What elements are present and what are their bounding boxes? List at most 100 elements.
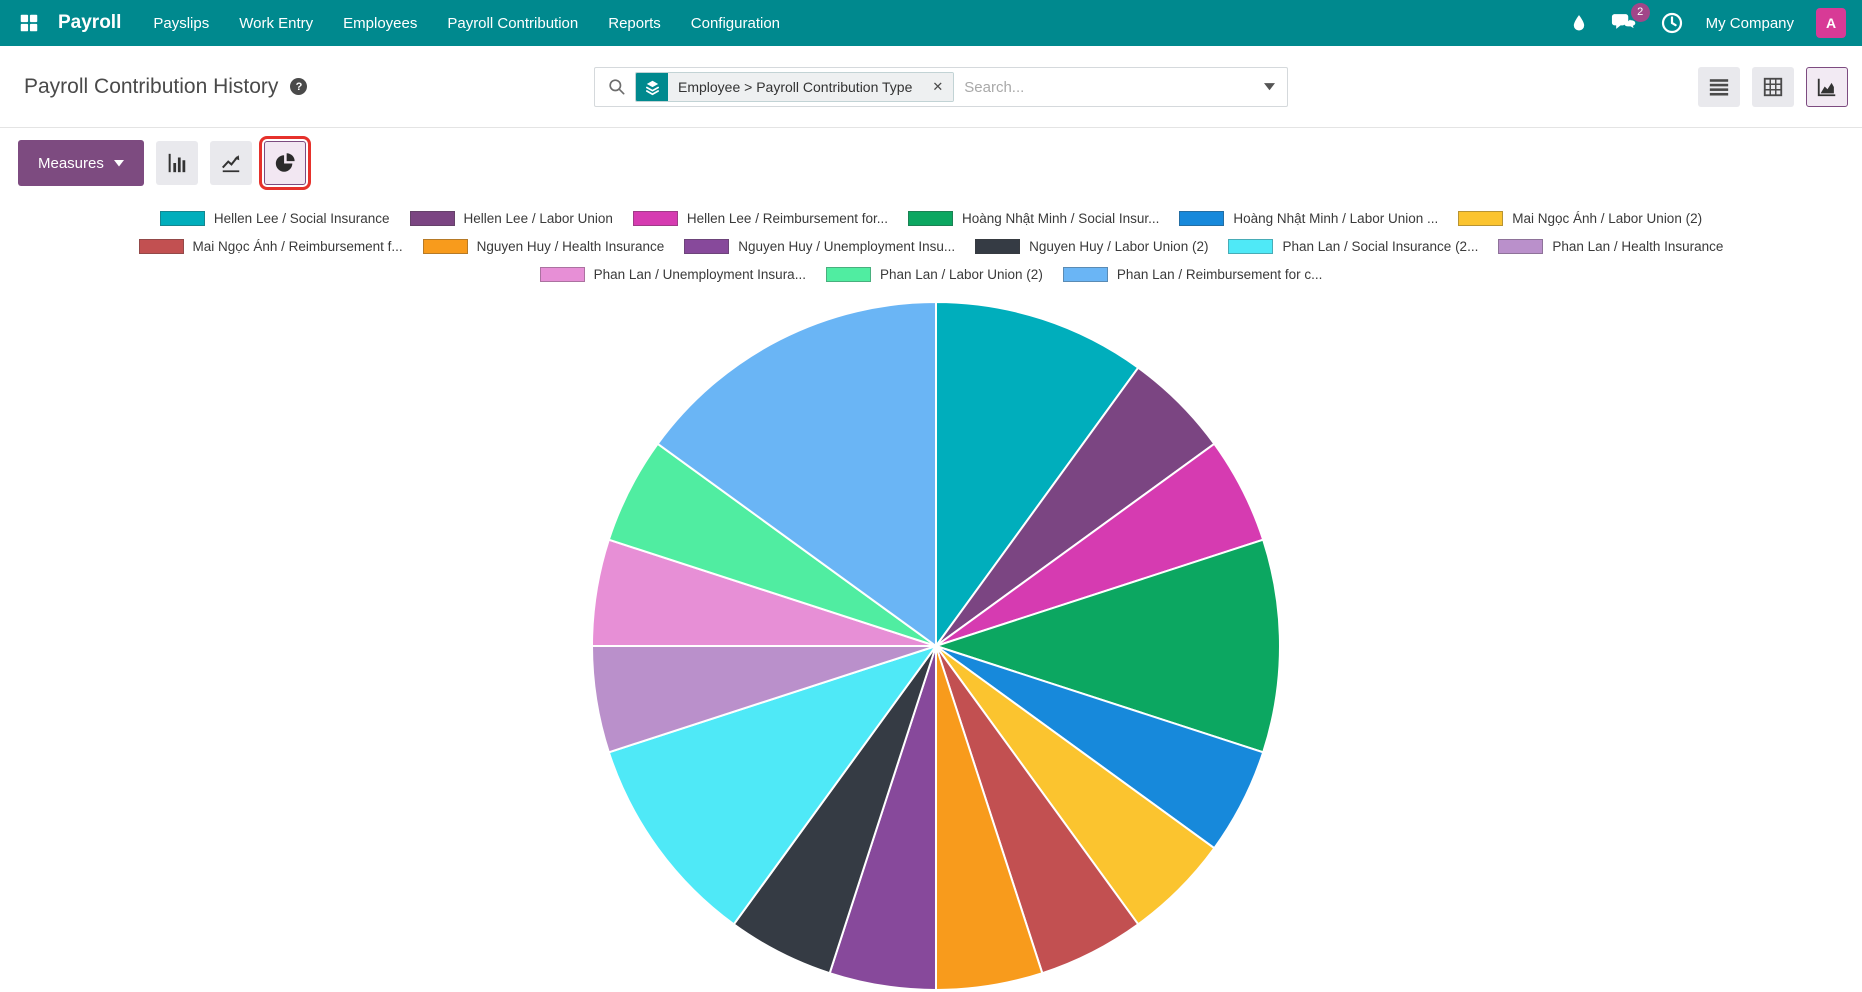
legend-item-nguyen-huy-unemployment-insu[interactable]: Nguyen Huy / Unemployment Insu...	[684, 239, 955, 254]
legend-label: Hoàng Nhật Minh / Social Insur...	[962, 211, 1160, 226]
legend-label: Nguyen Huy / Health Insurance	[476, 239, 665, 254]
legend-item-hellen-lee-social-insurance[interactable]: Hellen Lee / Social Insurance	[159, 211, 390, 226]
legend-item-mai-ng-c-nh-reimbursement-f[interactable]: Mai Ngọc Ánh / Reimbursement f...	[138, 239, 403, 254]
search-dropdown-toggle[interactable]	[1251, 68, 1287, 106]
legend-item-nguyen-huy-health-insurance[interactable]: Nguyen Huy / Health Insurance	[422, 239, 665, 254]
legend-swatch	[1179, 211, 1225, 226]
search-icon	[607, 77, 627, 97]
legend-item-phan-lan-labor-union-2[interactable]: Phan Lan / Labor Union (2)	[825, 267, 1043, 282]
legend-swatch	[908, 211, 953, 226]
legend-item-ho-ng-nh-t-minh-social-insur[interactable]: Hoàng Nhật Minh / Social Insur...	[908, 211, 1159, 226]
pie-slice-phan-lan-social-insurance-2[interactable]	[607, 645, 937, 926]
legend-label: Hoàng Nhật Minh / Labor Union ...	[1233, 211, 1439, 226]
nav-menu: Payslips Work Entry Employees Payroll Contr…	[153, 15, 780, 32]
legend-item-hellen-lee-labor-union[interactable]: Hellen Lee / Labor Union	[409, 211, 613, 226]
legend-row: Mai Ngọc Ánh / Reimbursement f... Nguyen …	[0, 235, 1862, 258]
chat-bubbles-icon	[1611, 13, 1637, 31]
legend-label: Nguyen Huy / Labor Union (2)	[1029, 239, 1209, 254]
app-brand[interactable]: Payroll	[58, 12, 122, 33]
legend-item-phan-lan-health-insurance[interactable]: Phan Lan / Health Insurance	[1498, 239, 1723, 254]
graph-toolbar: Measures	[18, 136, 311, 190]
legend-label: Nguyen Huy / Unemployment Insu...	[738, 239, 956, 254]
legend-row: Hellen Lee / Social Insurance Hellen Lee …	[0, 207, 1862, 230]
facet-remove-button[interactable]: ✕	[922, 73, 954, 101]
clock-icon	[1661, 12, 1682, 34]
legend-swatch	[1498, 239, 1544, 254]
chart-legend: Hellen Lee / Social Insurance Hellen Lee …	[0, 207, 1862, 286]
messages-button[interactable]: 2	[1611, 2, 1650, 36]
legend-label: Mai Ngọc Ánh / Labor Union (2)	[1512, 211, 1703, 226]
legend-swatch	[684, 239, 730, 254]
nav-right-group: 2 My Company A	[1569, 2, 1846, 38]
bar-chart-icon	[168, 153, 186, 173]
pie-slice-ho-ng-nh-t-minh-social-insur[interactable]	[935, 538, 1281, 754]
legend-label: Phan Lan / Labor Union (2)	[879, 267, 1043, 282]
nav-item-work-entry[interactable]: Work Entry	[239, 14, 314, 32]
graph-view-icon	[1817, 78, 1836, 97]
legend-swatch	[1458, 211, 1504, 226]
chart-type-line-button[interactable]	[209, 141, 252, 185]
legend-item-phan-lan-unemployment-insura[interactable]: Phan Lan / Unemployment Insura...	[539, 267, 806, 282]
search-facet-label: Employee > Payroll Contribution Type	[668, 73, 923, 101]
measures-button[interactable]: Measures	[18, 140, 144, 186]
legend-item-phan-lan-reimbursement-for-c[interactable]: Phan Lan / Reimbursement for c...	[1062, 267, 1323, 282]
search-input[interactable]	[954, 78, 1251, 96]
legend-label: Phan Lan / Social Insurance (2...	[1282, 239, 1479, 254]
page-title: Payroll Contribution History	[24, 74, 279, 98]
drop-icon[interactable]	[1569, 12, 1589, 34]
apps-grid-icon	[20, 14, 38, 32]
chart-type-bar-button[interactable]	[155, 141, 198, 185]
pivot-view-icon	[1763, 77, 1783, 97]
legend-swatch	[138, 239, 184, 254]
top-nav-bar: Payroll Payslips Work Entry Employees Payro…	[0, 0, 1862, 46]
company-menu[interactable]: My Company	[1705, 14, 1794, 32]
apps-menu-button[interactable]	[16, 10, 42, 36]
view-button-graph[interactable]	[1806, 67, 1848, 107]
line-chart-icon	[221, 155, 240, 173]
legend-label: Phan Lan / Health Insurance	[1552, 239, 1724, 254]
list-view-icon	[1709, 79, 1729, 96]
pie-slice-phan-lan-reimbursement-for-c[interactable]	[656, 301, 937, 647]
view-switcher	[1698, 67, 1848, 107]
legend-label: Hellen Lee / Labor Union	[463, 211, 613, 226]
legend-swatch	[409, 211, 455, 226]
help-icon[interactable]: ?	[290, 78, 308, 95]
nav-item-reports[interactable]: Reports	[608, 14, 661, 32]
legend-swatch	[539, 267, 585, 282]
legend-swatch	[422, 239, 468, 254]
view-button-pivot[interactable]	[1752, 67, 1794, 107]
legend-item-hellen-lee-reimbursement-for[interactable]: Hellen Lee / Reimbursement for...	[632, 211, 888, 226]
legend-swatch	[159, 211, 205, 226]
view-button-list[interactable]	[1698, 67, 1740, 107]
legend-label: Phan Lan / Unemployment Insura...	[593, 267, 806, 282]
caret-down-icon	[113, 159, 124, 166]
pie-chart-icon	[275, 153, 295, 172]
search-facet-groupby: Employee > Payroll Contribution Type ✕	[635, 72, 955, 102]
legend-label: Phan Lan / Reimbursement for c...	[1116, 267, 1323, 282]
legend-swatch	[975, 239, 1021, 254]
legend-row: Phan Lan / Unemployment Insura... Phan La…	[0, 263, 1862, 286]
pie-chart	[591, 301, 1281, 991]
legend-swatch	[632, 211, 678, 226]
legend-swatch	[1228, 239, 1274, 254]
pie-slice-hellen-lee-social-insurance[interactable]	[935, 301, 1140, 647]
nav-item-payroll-contribution[interactable]: Payroll Contribution	[447, 14, 579, 32]
legend-swatch	[1062, 267, 1108, 282]
legend-item-ho-ng-nh-t-minh-labor-union[interactable]: Hoàng Nhật Minh / Labor Union ...	[1179, 211, 1438, 226]
legend-label: Hellen Lee / Social Insurance	[213, 211, 390, 226]
legend-item-phan-lan-social-insurance-2[interactable]: Phan Lan / Social Insurance (2...	[1228, 239, 1478, 254]
nav-item-employees[interactable]: Employees	[343, 14, 418, 32]
nav-item-configuration[interactable]: Configuration	[690, 14, 781, 32]
legend-label: Hellen Lee / Reimbursement for...	[686, 211, 888, 226]
nav-item-payslips[interactable]: Payslips	[153, 14, 210, 32]
user-avatar[interactable]: A	[1816, 8, 1846, 38]
layers-icon	[636, 73, 668, 101]
activities-button[interactable]	[1660, 11, 1684, 35]
legend-item-nguyen-huy-labor-union-2[interactable]: Nguyen Huy / Labor Union (2)	[975, 239, 1208, 254]
measures-label: Measures	[38, 154, 104, 172]
legend-item-mai-ng-c-nh-labor-union-2[interactable]: Mai Ngọc Ánh / Labor Union (2)	[1458, 211, 1702, 226]
chevron-down-icon	[1263, 83, 1275, 91]
chart-type-pie-button[interactable]	[258, 136, 311, 190]
message-count-badge: 2	[1630, 2, 1650, 22]
